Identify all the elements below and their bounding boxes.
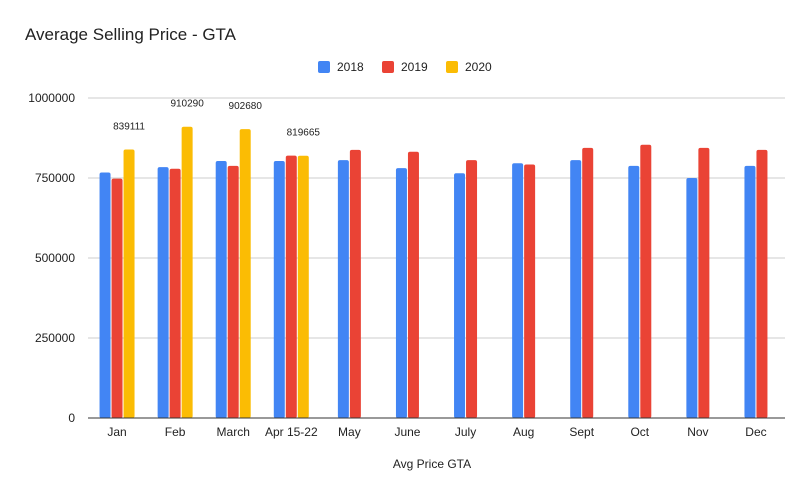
bar-2018-may [337, 160, 349, 418]
bar-2018-aug [512, 163, 524, 418]
x-tick-label: Apr 15-22 [265, 425, 318, 439]
bar-2018-march [215, 161, 227, 419]
bar-2019-june [407, 151, 419, 418]
data-label: 839111 [113, 121, 145, 132]
legend-swatch [446, 61, 458, 73]
bar-2019-oct [640, 144, 652, 418]
x-tick-label: May [338, 425, 361, 439]
x-axis-label: Avg Price GTA [393, 457, 471, 471]
legend-swatch [382, 61, 394, 73]
legend-label: 2020 [465, 60, 492, 74]
x-tick-label: Dec [745, 425, 766, 439]
x-tick-label: March [217, 425, 250, 439]
data-label: 910290 [170, 99, 204, 110]
bar-2018-apr-15-22 [273, 161, 285, 419]
legend: 2018 2019 2020 [318, 60, 492, 74]
legend-label: 2018 [337, 60, 364, 74]
bar-2018-dec [744, 165, 756, 418]
bar-2019-feb [169, 168, 181, 418]
x-tick-label: Sept [569, 425, 594, 439]
data-labels: 839111 910290 902680 819665 [113, 99, 320, 139]
y-tick-label: 250000 [35, 331, 75, 345]
x-tick-label: Oct [630, 425, 649, 439]
bar-2018-oct [628, 165, 640, 418]
chart-title: Average Selling Price - GTA [25, 25, 237, 44]
bar-2018-june [395, 168, 407, 418]
y-axis-ticks: 0 250000 500000 750000 1000000 [28, 91, 75, 425]
bar-2020-jan [123, 149, 135, 418]
legend-swatch [318, 61, 330, 73]
bar-2019-aug [524, 164, 536, 418]
x-tick-label: Nov [687, 425, 708, 439]
y-tick-label: 500000 [35, 251, 75, 265]
bar-2018-feb [157, 167, 169, 418]
y-tick-label: 750000 [35, 171, 75, 185]
data-label: 902680 [229, 101, 263, 112]
x-tick-label: June [394, 425, 420, 439]
bar-2019-may [349, 149, 361, 418]
x-axis-ticks: Jan Feb March Apr 15-22 May June July Aug Sept Oc… [107, 425, 766, 439]
bar-2018-sept [570, 160, 582, 418]
bar-2019-jan [111, 178, 123, 418]
bar-2019-nov [698, 147, 710, 419]
bar-2019-sept [582, 147, 594, 419]
bar-2019-july [466, 160, 478, 418]
x-tick-label: Aug [513, 425, 534, 439]
bar-2019-apr-15-22 [285, 155, 297, 418]
bar-2020-feb [181, 126, 193, 418]
data-label: 819665 [287, 128, 321, 139]
bar-2018-nov [686, 178, 698, 418]
gridlines [88, 97, 785, 339]
y-tick-label: 0 [68, 411, 75, 425]
y-tick-label: 1000000 [28, 91, 75, 105]
bar-2018-jan [99, 172, 111, 418]
x-tick-label: Jan [107, 425, 126, 439]
bar-2020-apr-15-22 [297, 155, 309, 418]
x-tick-label: Feb [165, 425, 186, 439]
x-tick-label: July [455, 425, 476, 439]
legend-label: 2019 [401, 60, 428, 74]
bar-2020-march [239, 129, 251, 418]
bar-2019-march [227, 165, 239, 418]
bars [99, 126, 768, 419]
bar-2018-july [454, 173, 466, 418]
bar-2019-dec [756, 149, 768, 418]
